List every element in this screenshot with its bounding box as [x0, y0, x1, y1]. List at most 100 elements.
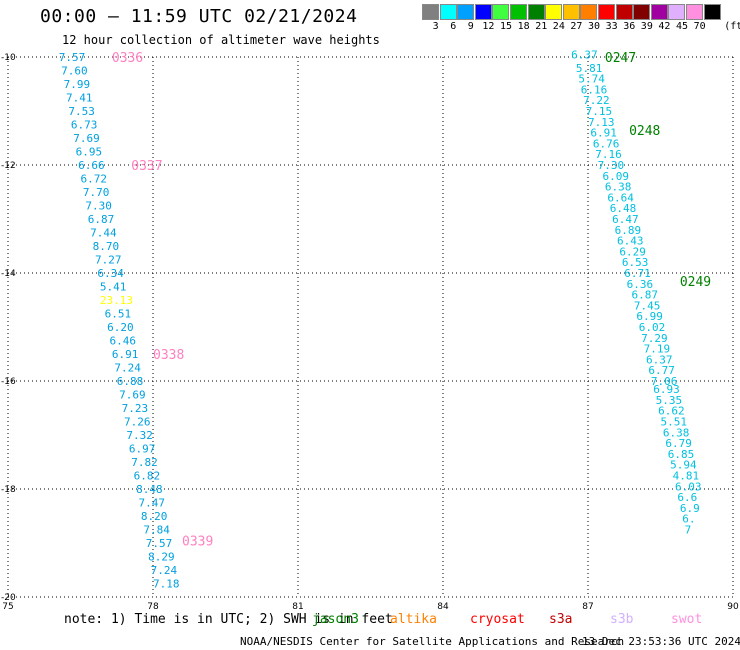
- pass-time-label: 0248: [629, 124, 660, 139]
- lon-tick-label: 84: [437, 602, 449, 612]
- wave-height-value: 6.9: [680, 502, 700, 515]
- wave-height-value: 7.32: [126, 429, 152, 442]
- legend-unit: (ft): [724, 21, 740, 32]
- wave-height-value: 6.51: [105, 308, 131, 321]
- wave-height-value: 6.87: [88, 213, 115, 226]
- wave-height-value: 5.35: [656, 394, 683, 407]
- sat-label-swot: swot: [671, 612, 703, 627]
- legend-label: 45: [676, 21, 689, 32]
- wave-height-value: 7.24: [151, 564, 178, 577]
- wave-height-value: 7.70: [83, 186, 110, 199]
- legend-swatch: [457, 4, 475, 20]
- wave-height-value: 7.15: [586, 105, 613, 118]
- wave-height-value: 6.16: [581, 83, 608, 96]
- wave-height-value: 7.19: [644, 343, 671, 356]
- wave-height-value: 6.02: [639, 321, 666, 334]
- legend-swatch: [439, 4, 457, 20]
- wave-height-value: 6.37: [571, 48, 598, 61]
- wave-height-value: 6.71: [624, 267, 651, 280]
- wave-height-value: 6.20: [107, 321, 134, 334]
- wave-height-value: 7.23: [122, 402, 149, 415]
- legend-label: 3: [432, 21, 439, 32]
- wave-height-value: 8.48: [136, 483, 163, 496]
- wave-height-value: 6.37: [646, 353, 673, 366]
- lat-tick-label: -16: [1, 377, 16, 387]
- legend-label: 12: [482, 21, 495, 32]
- wave-height-value: 7.60: [61, 65, 88, 78]
- wave-height-value: 6.: [682, 513, 695, 526]
- wave-height-value: 6.34: [97, 267, 124, 280]
- wave-height-value: 4.81: [673, 470, 700, 483]
- lon-tick-label: 87: [582, 602, 593, 612]
- legend-label: 27: [570, 21, 583, 32]
- legend-label: 6: [450, 21, 457, 32]
- wave-height-value: 6.6: [677, 491, 697, 504]
- wave-height-value: 7.22: [583, 94, 610, 107]
- legend-swatch: [492, 4, 510, 20]
- legend-swatch: [633, 4, 651, 20]
- wave-height-value: 6.38: [663, 426, 690, 439]
- legend-swatch: [598, 4, 615, 20]
- wave-height-value: 6.91: [112, 348, 138, 361]
- wave-height-value: 6.82: [134, 470, 161, 483]
- lat-tick-label: -18: [1, 485, 16, 495]
- wave-height-value: 6.99: [636, 310, 663, 323]
- wave-height-value: 7.24: [114, 362, 141, 375]
- page-subtitle: 12 hour collection of altimeter wave hei…: [62, 33, 380, 47]
- wave-height-value: 6.97: [129, 443, 156, 456]
- wave-height-value: 7.84: [143, 524, 170, 537]
- wave-height-value: 7.26: [124, 416, 151, 429]
- wave-height-value: 6.85: [668, 448, 695, 461]
- legend-swatch: [686, 4, 703, 20]
- legend-label: 70: [693, 21, 706, 32]
- wave-height-value: 6.64: [607, 191, 634, 204]
- wave-height-value: 7.82: [131, 456, 158, 469]
- pass-time-label: 0337: [131, 159, 162, 174]
- wave-height-value: 5.51: [661, 416, 688, 429]
- wave-height-value: 6.66: [78, 159, 105, 172]
- wave-height-value: 6.43: [617, 235, 644, 248]
- legend-swatch: [422, 4, 439, 20]
- wave-height-value: 7.53: [68, 105, 95, 118]
- wave-height-value: 6.76: [593, 137, 620, 150]
- legend-swatch: [580, 4, 598, 20]
- wave-height-value: 6.93: [653, 383, 680, 396]
- wave-height-value: 6.88: [117, 375, 144, 388]
- wave-height-value: 23.13: [100, 294, 133, 307]
- generated-timestamp: 13 Dec 23:53:36 UTC 2024: [582, 635, 740, 648]
- wave-height-value: 6.87: [632, 289, 659, 302]
- wave-height-value: 7.13: [588, 116, 615, 129]
- legend-label: 15: [500, 21, 513, 32]
- wave-height-value: 7.44: [90, 227, 117, 240]
- wave-height-value: 7.47: [139, 497, 166, 510]
- wave-height-value: 7.30: [85, 200, 112, 213]
- pass-time-label: 0249: [680, 275, 711, 290]
- pass-time-label: 0247: [605, 51, 636, 66]
- sat-label-altika: altika: [390, 612, 437, 627]
- legend-swatch: [650, 4, 668, 20]
- wave-height-value: 7: [685, 524, 692, 537]
- wave-height-value: 5.81: [576, 62, 603, 75]
- lon-tick-label: 78: [147, 602, 159, 612]
- sat-label-s3a: s3a: [549, 612, 573, 627]
- legend-label: 33: [605, 21, 618, 32]
- lat-tick-label: -14: [1, 269, 16, 279]
- wave-height-value: 8.20: [141, 510, 168, 523]
- lat-tick-label: -12: [1, 161, 16, 171]
- sat-label-jason3: jason3: [312, 612, 359, 627]
- page-title: 00:00 – 11:59 UTC 02/21/2024: [40, 6, 358, 27]
- wave-height-value: 6.73: [71, 119, 98, 132]
- legend-label: 36: [623, 21, 636, 32]
- sat-label-cryosat: cryosat: [470, 612, 525, 627]
- wave-height-value: 5.74: [578, 73, 605, 86]
- lat-tick-label: -10: [1, 53, 16, 63]
- wave-height-value: 7.99: [64, 78, 90, 91]
- wave-height-value: 6.91: [590, 127, 617, 140]
- wave-height-value: 6.77: [648, 364, 675, 377]
- credit-line: NOAA/NESDIS Center for Satellite Applica…: [240, 635, 625, 648]
- wave-height-value: 7.16: [595, 148, 622, 161]
- wave-height-value: 6.09: [603, 170, 630, 183]
- legend-label: 42: [658, 21, 671, 32]
- wave-height-value: 6.89: [615, 224, 642, 237]
